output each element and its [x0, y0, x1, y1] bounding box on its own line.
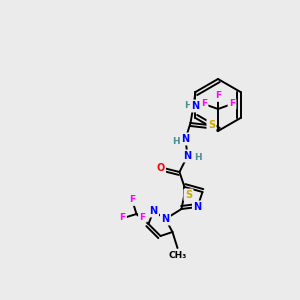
Text: O: O: [156, 163, 165, 173]
Text: S: S: [208, 120, 215, 130]
Text: F: F: [201, 100, 207, 109]
Text: N: N: [182, 134, 190, 144]
Text: N: N: [149, 206, 158, 216]
Text: F: F: [129, 196, 136, 205]
Text: H: H: [194, 154, 201, 163]
Text: F: F: [140, 212, 146, 221]
Text: F: F: [119, 214, 125, 223]
Text: S: S: [185, 190, 192, 200]
Text: H: H: [184, 101, 191, 110]
Text: F: F: [229, 100, 235, 109]
Text: F: F: [215, 92, 221, 100]
Text: CH₃: CH₃: [168, 251, 187, 260]
Text: N: N: [183, 151, 191, 161]
Text: N: N: [194, 202, 202, 212]
Text: N: N: [161, 214, 169, 224]
Text: H: H: [172, 136, 179, 146]
Text: N: N: [191, 101, 200, 111]
